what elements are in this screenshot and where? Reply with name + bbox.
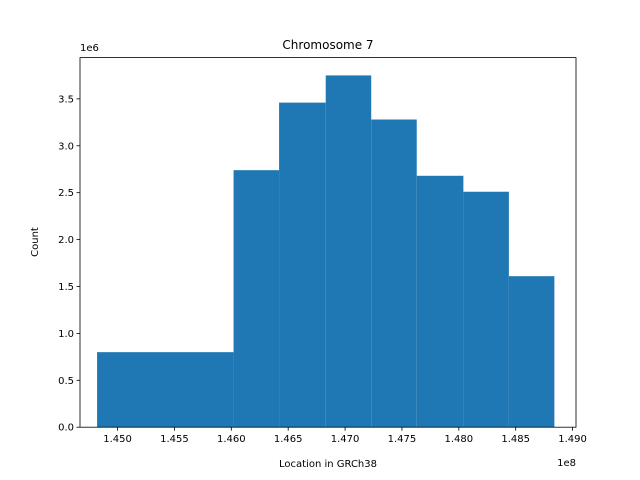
y-tick-label: 3.5: [58, 94, 74, 105]
y-tick-label: 2.0: [58, 235, 74, 246]
y-tick-label: 3.0: [58, 141, 74, 152]
x-tick-label: 1.455: [160, 434, 189, 445]
x-tick-label: 1.470: [331, 434, 360, 445]
x-tick-label: 1.465: [274, 434, 303, 445]
y-axis-label: Count: [30, 227, 41, 257]
y-tick-label: 0.0: [58, 423, 74, 434]
y-tick-label: 2.5: [58, 188, 74, 199]
histogram-bar: [233, 170, 280, 428]
x-axis-ticks: 1.450 1.455 1.460 1.465 1.470 1.475 1.480 1.485…: [103, 427, 587, 445]
x-tick-label: 1.450: [103, 434, 132, 445]
y-axis-ticks: 0.0 0.5 1.0 1.5 2.0 2.5 3.0 3.5: [58, 94, 80, 434]
chart-title: Chromosome 7: [282, 38, 373, 52]
y-tick-label: 1.0: [58, 329, 74, 340]
histogram-bar: [97, 352, 234, 428]
x-axis-offset-label: 1e8: [557, 458, 576, 469]
x-tick-label: 1.490: [558, 434, 587, 445]
x-tick-label: 1.485: [501, 434, 530, 445]
histogram-bar: [279, 102, 326, 428]
x-tick-label: 1.475: [388, 434, 417, 445]
histogram-bar: [371, 119, 417, 428]
histogram-bar: [416, 175, 464, 428]
histogram-bar: [463, 191, 509, 428]
histogram-bar: [325, 75, 372, 428]
histogram-bar: [508, 276, 555, 428]
x-tick-label: 1.480: [445, 434, 474, 445]
bars-group: [97, 75, 555, 428]
x-tick-label: 1.460: [217, 434, 246, 445]
y-tick-label: 1.5: [58, 282, 74, 293]
plot-frame: [79, 57, 577, 428]
y-tick-label: 0.5: [58, 376, 74, 387]
x-axis-label: Location in GRCh38: [279, 459, 377, 470]
y-axis-offset-label: 1e6: [80, 43, 99, 54]
